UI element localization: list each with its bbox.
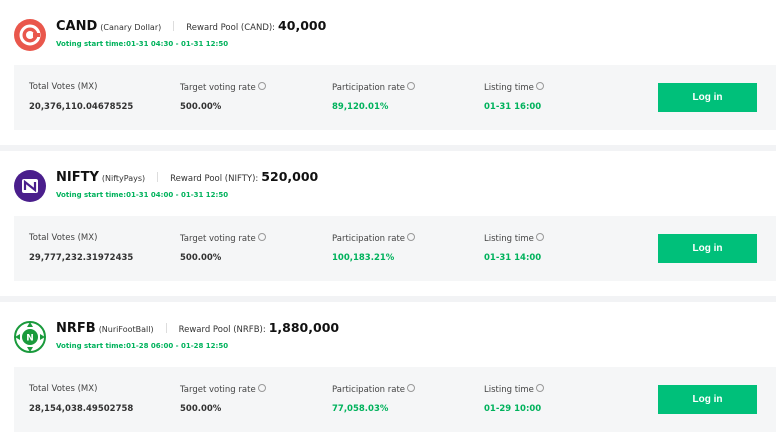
stat-label-text: Listing time bbox=[484, 83, 534, 93]
help-icon bbox=[257, 82, 266, 90]
stat-label: Listing time bbox=[484, 82, 544, 93]
stat-label: Total Votes (MX) bbox=[29, 233, 97, 243]
stat-label: Total Votes (MX) bbox=[29, 384, 97, 394]
stat-value: 100,183.21% bbox=[332, 253, 395, 263]
stat-label: Listing time bbox=[484, 233, 544, 244]
token-symbol: NRFB bbox=[56, 321, 96, 336]
stat-label-text: Target voting rate bbox=[180, 83, 256, 93]
help-icon bbox=[257, 384, 266, 392]
reward-label: Reward Pool (NIFTY): bbox=[170, 174, 259, 184]
token-symbol: CAND bbox=[56, 19, 98, 34]
token-icon bbox=[14, 170, 46, 202]
separator bbox=[165, 323, 167, 333]
card-header: CAND (Canary Dollar) Reward Pool (CAND): 40… bbox=[56, 18, 326, 34]
stat-label: Target voting rate bbox=[180, 233, 266, 244]
stat-value: 20,376,110.04678525 bbox=[29, 102, 134, 112]
stat-value: 500.00% bbox=[180, 404, 222, 414]
stat-value: 89,120.01% bbox=[332, 102, 389, 112]
stat-value: 500.00% bbox=[180, 253, 222, 263]
stat-value: 500.00% bbox=[180, 102, 222, 112]
token-name: (NiftyPays) bbox=[101, 174, 146, 183]
stat-value: 01-31 16:00 bbox=[484, 102, 542, 112]
stat-value: 28,154,038.49502758 bbox=[29, 404, 134, 414]
stats-panel: Total Votes (MX) 20,376,110.04678525 Targe… bbox=[14, 65, 776, 130]
token-icon: N bbox=[14, 321, 46, 353]
stat-label-text: Listing time bbox=[484, 234, 534, 244]
stat-label-text: Participation rate bbox=[332, 385, 406, 395]
stat-value: 01-31 14:00 bbox=[484, 253, 542, 263]
help-icon bbox=[535, 233, 544, 241]
card-header: NRFB (NuriFootBall) Reward Pool (NRFB): 1,8… bbox=[56, 320, 339, 336]
stat-value: 29,777,232.31972435 bbox=[29, 253, 134, 263]
voting-time: Voting start time:01-31 04:30 - 01-31 12… bbox=[56, 40, 229, 48]
reward-label: Reward Pool (CAND): bbox=[186, 23, 276, 33]
stat-label: Participation rate bbox=[332, 82, 416, 93]
stat-label: Target voting rate bbox=[180, 384, 266, 395]
help-icon bbox=[535, 384, 544, 392]
login-button[interactable]: Log in bbox=[658, 385, 757, 414]
token-name: (Canary Dollar) bbox=[100, 23, 162, 32]
card-header: NIFTY (NiftyPays) Reward Pool (NIFTY): 520,… bbox=[56, 169, 318, 185]
stats-panel: Total Votes (MX) 28,154,038.49502758 Targe… bbox=[14, 367, 776, 432]
token-name: (NuriFootBall) bbox=[98, 325, 154, 334]
stat-label: Participation rate bbox=[332, 384, 416, 395]
stats-panel: Total Votes (MX) 29,777,232.31972435 Targe… bbox=[14, 216, 776, 281]
help-icon bbox=[535, 82, 544, 90]
stat-label-text: Participation rate bbox=[332, 83, 406, 93]
stat-label-text: Target voting rate bbox=[180, 385, 256, 395]
voting-time: Voting start time:01-28 06:00 - 01-28 12… bbox=[56, 342, 229, 350]
voting-time: Voting start time:01-31 04:00 - 01-31 12… bbox=[56, 191, 229, 199]
stat-label-text: Target voting rate bbox=[180, 234, 256, 244]
help-icon bbox=[407, 233, 416, 241]
svg-text:N: N bbox=[26, 334, 34, 344]
login-button[interactable]: Log in bbox=[658, 83, 757, 112]
stat-label: Listing time bbox=[484, 384, 544, 395]
help-icon bbox=[257, 233, 266, 241]
stat-label-text: Total Votes (MX) bbox=[29, 82, 98, 92]
reward-amount: 1,880,000 bbox=[268, 320, 340, 335]
login-button[interactable]: Log in bbox=[658, 234, 757, 263]
token-symbol: NIFTY bbox=[56, 170, 99, 185]
stat-label-text: Listing time bbox=[484, 385, 534, 395]
help-icon bbox=[407, 82, 416, 90]
stat-label: Participation rate bbox=[332, 233, 416, 244]
stat-value: 01-29 10:00 bbox=[484, 404, 542, 414]
listing-card: NIFTY (NiftyPays) Reward Pool (NIFTY): 520,… bbox=[0, 151, 776, 296]
reward-label: Reward Pool (NRFB): bbox=[178, 325, 266, 335]
stat-label-text: Total Votes (MX) bbox=[29, 384, 98, 394]
separator bbox=[173, 21, 175, 31]
token-icon bbox=[14, 19, 46, 51]
stat-label: Total Votes (MX) bbox=[29, 82, 97, 92]
help-icon bbox=[407, 384, 416, 392]
listing-card: N NRFB (NuriFootBall) Reward Pool (NRFB): 1,… bbox=[0, 302, 776, 447]
reward-amount: 520,000 bbox=[261, 169, 319, 184]
stat-label-text: Participation rate bbox=[332, 234, 406, 244]
separator bbox=[157, 172, 159, 182]
listing-card: CAND (Canary Dollar) Reward Pool (CAND): 40… bbox=[0, 0, 776, 145]
stat-label-text: Total Votes (MX) bbox=[29, 233, 98, 243]
stat-value: 77,058.03% bbox=[332, 404, 389, 414]
reward-amount: 40,000 bbox=[278, 18, 327, 33]
stat-label: Target voting rate bbox=[180, 82, 266, 93]
